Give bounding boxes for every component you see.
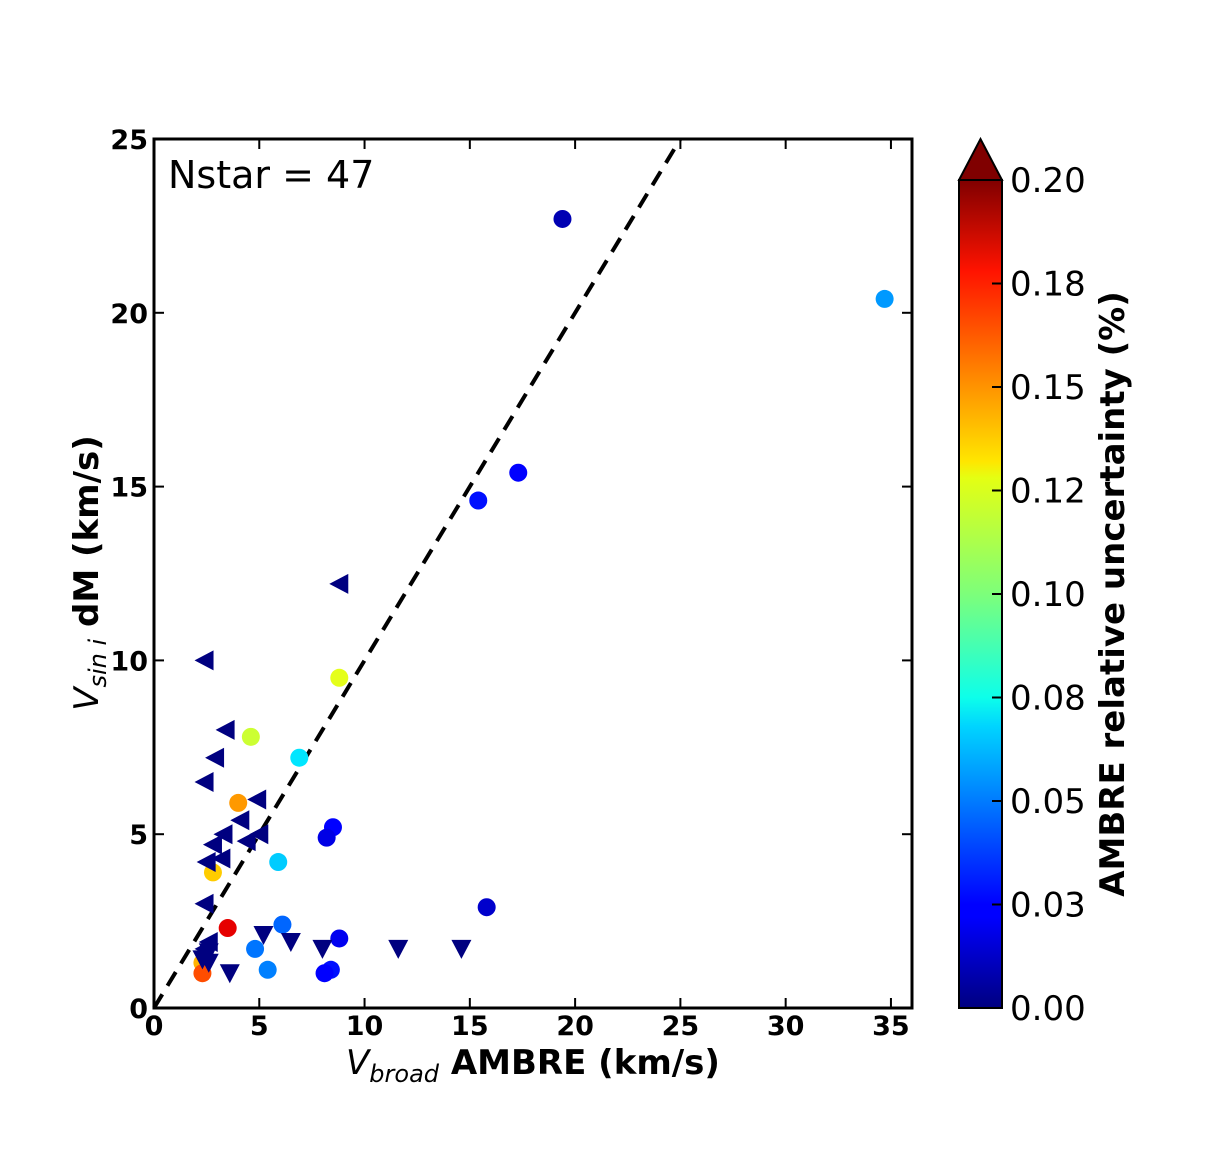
data-point-triangle-down xyxy=(312,939,333,959)
data-point-triangle-left xyxy=(215,719,235,740)
colorbar-tick-label: 0.10 xyxy=(1010,575,1086,615)
colorbar-title: AMBRE relative uncertainty (%) xyxy=(1093,291,1133,897)
colorbar-tick-label: 0.20 xyxy=(1010,161,1086,201)
colorbar-tick-label: 0.03 xyxy=(1010,886,1086,926)
x-tick-label: 0 xyxy=(145,1011,164,1042)
data-point-triangle-left xyxy=(249,824,269,845)
data-point-circle xyxy=(509,463,528,482)
y-axis-subscript: sin i xyxy=(84,639,112,688)
data-point-triangle-left xyxy=(205,747,225,768)
data-point-circle xyxy=(317,828,336,847)
plot-frame xyxy=(152,137,914,1010)
data-point-triangle-left xyxy=(194,650,214,671)
data-point-triangle-down xyxy=(280,932,301,952)
data-point-triangle-down xyxy=(192,950,213,970)
axis-ticks: 0 5 10 15 20 25 30 35 0 5 10 15 20 25 xyxy=(110,125,912,1042)
data-point-circle xyxy=(469,491,488,510)
x-axis-title: Vbroad AMBRE (km/s) xyxy=(346,1043,720,1088)
x-axis-text: AMBRE (km/s) xyxy=(439,1043,720,1083)
data-point-circle xyxy=(330,668,349,687)
y-axis-text: dM (km/s) xyxy=(67,435,107,639)
y-tick-label: 0 xyxy=(129,994,148,1025)
data-point-circle xyxy=(229,793,248,812)
y-tick-label: 20 xyxy=(110,299,148,330)
x-tick-label: 15 xyxy=(451,1011,489,1042)
data-point-circle xyxy=(269,853,288,872)
data-point-circle xyxy=(330,929,349,948)
x-tick-label: 5 xyxy=(250,1011,269,1042)
colorbar: 0.00 0.03 0.05 0.08 0.10 0.12 0.15 0.18 0.20 AMB… xyxy=(957,136,1133,1029)
data-point-triangle-left xyxy=(211,848,231,869)
data-point-circle xyxy=(241,727,260,746)
data-point-triangle-left xyxy=(202,834,222,855)
x-tick-label: 35 xyxy=(872,1011,910,1042)
data-point-triangle-left xyxy=(194,772,214,793)
data-point-triangle-down xyxy=(253,926,274,946)
colorbar-tick-label: 0.00 xyxy=(1010,989,1086,1029)
colorbar-tick-label: 0.08 xyxy=(1010,679,1086,719)
colorbar-extend-triangle xyxy=(957,136,1004,181)
x-tick-label: 20 xyxy=(556,1011,594,1042)
data-point-circle xyxy=(315,964,334,983)
colorbar-ticks: 0.00 0.03 0.05 0.08 0.10 0.12 0.15 0.18 0.20 xyxy=(992,161,1086,1029)
data-point-circle xyxy=(477,898,496,917)
data-point-triangle-left xyxy=(329,573,349,594)
data-point-triangle-left xyxy=(230,810,250,831)
x-axis-symbol: V xyxy=(346,1043,372,1083)
data-point-circle xyxy=(273,915,292,934)
data-point-circle xyxy=(246,939,265,958)
data-point-triangle-left xyxy=(247,789,267,810)
data-point-triangle-left xyxy=(213,824,233,845)
data-point-triangle-down xyxy=(219,964,240,984)
data-point-circle xyxy=(258,960,277,979)
data-point-circle xyxy=(218,919,237,938)
x-tick-label: 30 xyxy=(767,1011,805,1042)
plot-area xyxy=(154,139,912,1008)
colorbar-tick-label: 0.15 xyxy=(1010,368,1086,408)
data-point-triangle-left xyxy=(194,893,214,914)
data-point-circle xyxy=(290,748,309,767)
colorbar-tick-label: 0.18 xyxy=(1010,265,1086,305)
colorbar-tick-label: 0.05 xyxy=(1010,782,1086,822)
data-point-triangle-left xyxy=(196,852,216,873)
y-tick-label: 5 xyxy=(129,820,148,851)
x-axis-subscript: broad xyxy=(369,1060,439,1088)
y-tick-label: 25 xyxy=(110,125,148,156)
data-point-triangle-down xyxy=(388,939,409,959)
data-point-triangle-left xyxy=(236,831,256,852)
data-markers xyxy=(192,209,894,984)
colorbar-tick-label: 0.12 xyxy=(1010,472,1086,512)
y-axis-title: Vsin i dM (km/s) xyxy=(67,435,112,711)
y-tick-label: 15 xyxy=(110,473,148,504)
data-point-circle xyxy=(553,209,572,228)
data-point-circle xyxy=(875,289,894,308)
y-tick-label: 10 xyxy=(110,646,148,677)
nstar-annotation: Nstar = 47 xyxy=(168,153,374,197)
y-axis-symbol: V xyxy=(67,685,107,711)
x-tick-label: 25 xyxy=(662,1011,700,1042)
data-point-triangle-down xyxy=(451,939,472,959)
one-to-one-dashed-line xyxy=(152,137,683,1010)
x-tick-label: 10 xyxy=(346,1011,384,1042)
